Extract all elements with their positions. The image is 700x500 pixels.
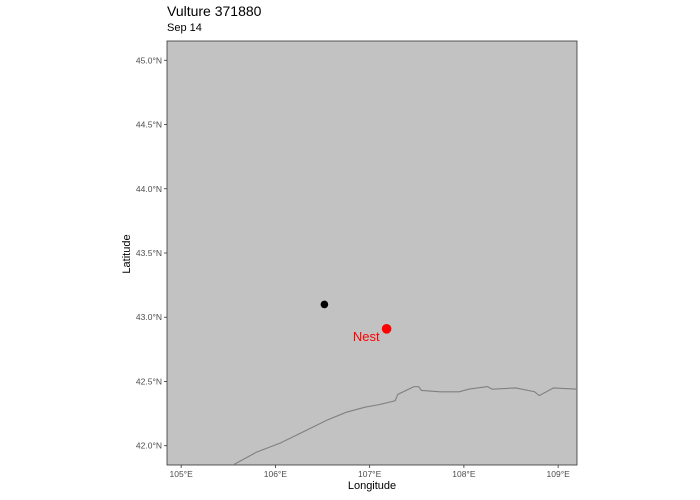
points-layer: Nest	[320, 300, 392, 344]
y-tick-label: 42.5°N	[136, 376, 162, 386]
x-tick-label: 109°E	[547, 469, 571, 479]
x-tick-label: 106°E	[264, 469, 288, 479]
x-axis: 105°E 106°E 107°E 108°E 109°E	[170, 465, 571, 479]
y-axis: 42.0°N 42.5°N 43.0°N 43.5°N 44.0°N 44.5°N 45.0…	[136, 55, 167, 451]
y-tick-label: 45.0°N	[136, 55, 162, 65]
chart-title: Vulture 371880	[167, 3, 262, 19]
y-tick-label: 42.0°N	[136, 441, 162, 451]
nest-label: Nest	[353, 329, 380, 344]
chart-subtitle: Sep 14	[167, 22, 202, 34]
map-panel	[166, 40, 578, 466]
y-tick-label: 43.0°N	[136, 312, 162, 322]
x-axis-label: Longitude	[347, 480, 397, 492]
border-layer	[232, 386, 577, 465]
y-tick-label: 44.0°N	[136, 184, 162, 194]
y-tick-label: 43.5°N	[136, 248, 162, 258]
x-tick-label: 105°E	[170, 469, 194, 479]
x-tick-label: 107°E	[358, 469, 382, 479]
y-tick-label: 44.5°N	[136, 120, 162, 130]
country-border-line	[232, 386, 577, 465]
x-tick-label: 108°E	[452, 469, 476, 479]
nest-point	[381, 324, 392, 334]
vulture-location-point	[320, 300, 329, 309]
